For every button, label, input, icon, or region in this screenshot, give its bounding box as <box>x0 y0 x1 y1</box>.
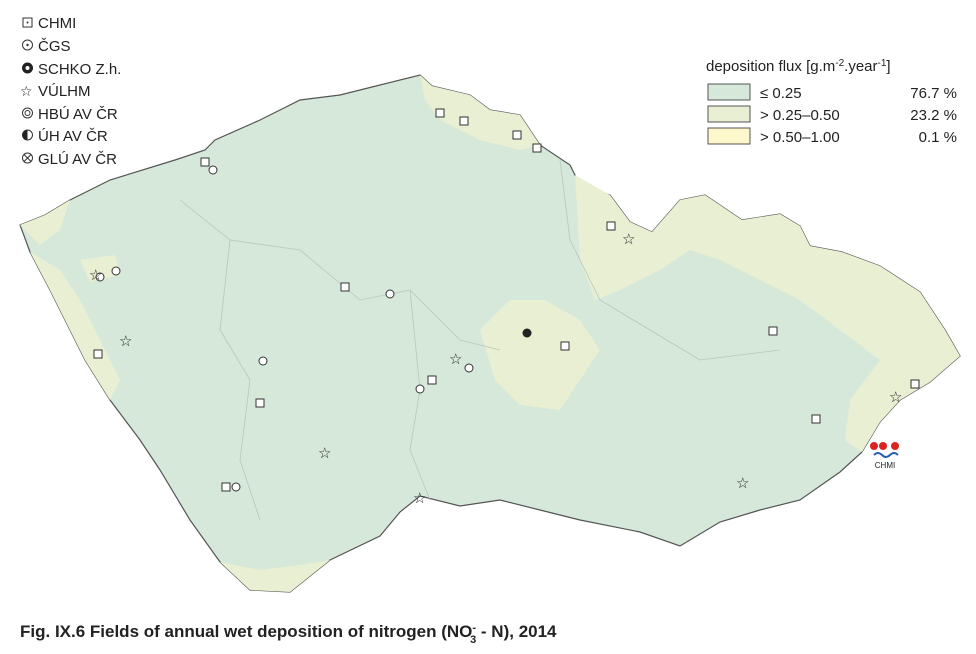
svg-text:☆: ☆ <box>889 389 902 406</box>
station-label: CHMI <box>38 15 76 32</box>
svg-text:☆: ☆ <box>119 333 132 350</box>
svg-text:☆: ☆ <box>413 490 426 507</box>
caption: Fig. IX.6 Fields of annual wet depositio… <box>20 622 557 646</box>
svg-text:☆: ☆ <box>449 351 462 368</box>
svg-text:☆: ☆ <box>20 83 33 99</box>
flux-label: ≤ 0.25 <box>760 85 802 102</box>
flux-label: > 0.25–0.50 <box>760 107 840 124</box>
svg-text:☆: ☆ <box>318 445 331 462</box>
flux-legend-title: deposition flux [g.m-2.year-1] <box>706 58 891 76</box>
flux-share: 23.2 % <box>910 107 957 124</box>
station-label: SCHKO Z.h. <box>38 61 121 78</box>
flux-share: 76.7 % <box>910 85 957 102</box>
flux-share: 0.1 % <box>919 129 957 146</box>
station-label: VÚLHM <box>38 83 91 100</box>
flux-label: > 0.50–1.00 <box>760 129 840 146</box>
station-legend: ☆ CHMI ČGS SCHKO Z.h. VÚLHM HBÚ AV ČR ÚH… <box>20 15 121 168</box>
zone-mid <box>20 75 960 592</box>
svg-text:☆: ☆ <box>622 231 635 248</box>
svg-text:☆: ☆ <box>89 267 102 284</box>
station-label: ÚH AV ČR <box>38 128 108 145</box>
logo: CHMI <box>870 442 899 470</box>
station-label: ČGS <box>38 38 71 55</box>
logo-text: CHMI <box>875 461 895 470</box>
stations: ☆ ☆ ☆ ☆ ☆ ☆ ☆ ☆ <box>89 108 920 507</box>
station-label: HBÚ AV ČR <box>38 106 118 123</box>
region-borders <box>179 159 781 521</box>
flux-legend: deposition flux [g.m-2.year-1] ≤ 0.25 > … <box>706 58 957 147</box>
station-label: GLÚ AV ČR <box>38 151 117 168</box>
svg-text:☆: ☆ <box>736 475 749 492</box>
